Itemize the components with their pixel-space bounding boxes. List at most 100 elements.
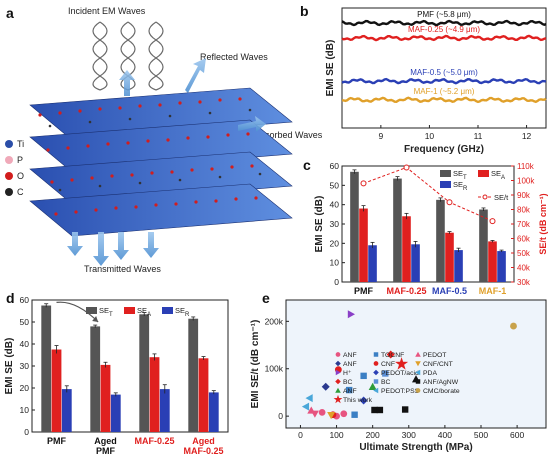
y-axis-label-b: EMI SE (dB) [325,40,336,97]
panel-letter-b: b [300,3,309,19]
y2-tick-label: 90k [517,191,531,200]
data-point-e [318,408,326,416]
x-tick-label-e: 100 [329,430,343,440]
legend-marker-e [373,369,379,376]
bar [402,216,411,282]
legend-label-e: BC [381,379,391,386]
schematic-panel-a: Incident EM Waves Reflected Waves Absorb… [5,6,323,274]
legend-label: SER [453,180,468,192]
legend-marker-e [335,352,341,357]
bar [188,318,199,432]
incident-wave-icon [92,21,164,91]
legend-label-e: PEDOT [423,352,446,359]
legend-marker-e [335,360,341,367]
y-tick-label: 30 [20,361,30,371]
legend-marker-e [373,361,379,366]
y-tick-label: 30 [330,219,340,229]
legend-label-e: ANF [343,352,357,359]
bar [359,208,368,282]
bar [149,357,160,432]
plot-frame-e [285,299,547,429]
y-tick-label: 10 [330,258,340,268]
bar [90,326,101,432]
y-axis-label: EMI SE (dB) [4,338,15,395]
panel-letter-a: a [6,5,14,21]
x-tick-label-b: 11 [474,131,483,141]
y-tick-label: 40 [20,339,30,349]
category-label: PMF [47,436,67,446]
series-line-b [341,34,547,42]
x-tick-label-b: 10 [425,131,435,141]
legend-marker-e [333,394,343,404]
legend-marker-e [415,369,421,376]
se-t-point [489,218,496,225]
category-label: PMF [354,286,374,296]
atom-p-label: P [17,155,23,165]
data-point-e [305,394,313,403]
panel-letter-e: e [262,290,270,306]
series-line-b [341,96,547,104]
bar [100,364,111,432]
bar [368,245,377,282]
se-t-point [360,180,367,187]
y-tick-label: 40 [330,200,340,210]
bar [198,358,209,432]
y2-tick-label: 40k [517,264,531,273]
atom-ti-icon [5,140,13,148]
legend-label: SER [175,306,190,318]
bar [61,389,72,432]
y2-tick-label: 30k [517,278,531,287]
legend-marker-e [415,361,421,367]
legend-marker-e [373,352,379,357]
label-incident: Incident EM Waves [68,6,146,16]
atom-ti-label: Ti [17,139,24,149]
plot-frame-b [341,7,547,129]
atom-legend: Ti P O C [5,139,24,197]
legend-label: SEA [491,169,505,181]
legend-swatch [86,307,97,314]
legend-label-e: ANF/AgNW [423,379,459,386]
data-point-e [351,411,358,418]
legend-swatch [124,307,135,314]
legend-label-e: PDA [423,370,437,377]
bar [110,394,121,432]
category-label: MAF-0.25 [386,286,426,296]
y2-tick-label: 50k [517,249,531,258]
legend-marker-e [373,379,379,384]
data-point-e [359,396,368,405]
legend-swatch [162,307,173,314]
se-t-line [363,166,493,222]
legend-marker [482,194,488,200]
y-tick-label: 50 [20,317,30,327]
data-point-e [371,406,378,414]
atom-o-icon [5,172,13,180]
category-label: MAF-1 [479,286,507,296]
y2-tick-label: 110k [517,162,535,171]
label-absorbed: Absorbed Waves [254,130,323,140]
bar [393,178,402,282]
x-tick-label-e: 200 [366,430,380,440]
legend-label: SE/t [494,193,509,202]
series-label-b: MAF-1 (~5.2 μm) [414,87,475,96]
chart-e-comparison-scatter: 0 100 200 300 400 500 600 0 100k 200k Ultimate Str… [250,299,547,453]
x-tick-label-e: 600 [510,430,524,440]
legend-marker-e [415,379,421,384]
data-point-e [368,382,377,390]
se-t-point [403,164,410,171]
legend-swatch [478,170,489,177]
chart-c-emi-bars: 0 10 20 30 40 50 60 EMI SE (dB) PMF MAF-0.25 MAF-0… [314,161,548,296]
y2-tick-label: 100k [517,177,535,186]
category-label: MAF-0.25 [183,446,223,456]
legend-label: SET [99,306,113,318]
x-tick-label-b: 12 [522,131,532,141]
label-reflected: Reflected Waves [200,52,268,62]
bar [411,244,420,282]
legend-marker-e [335,378,341,385]
series-line-b [341,77,547,85]
data-point-e [376,406,384,414]
data-point-e [401,406,409,413]
category-label: Aged [94,436,117,446]
data-point-e [360,372,367,380]
y-tick-label: 20 [20,383,30,393]
data-point-e [345,386,353,394]
